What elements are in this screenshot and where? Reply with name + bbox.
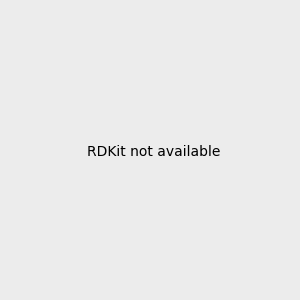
Text: RDKit not available: RDKit not available (87, 145, 220, 158)
